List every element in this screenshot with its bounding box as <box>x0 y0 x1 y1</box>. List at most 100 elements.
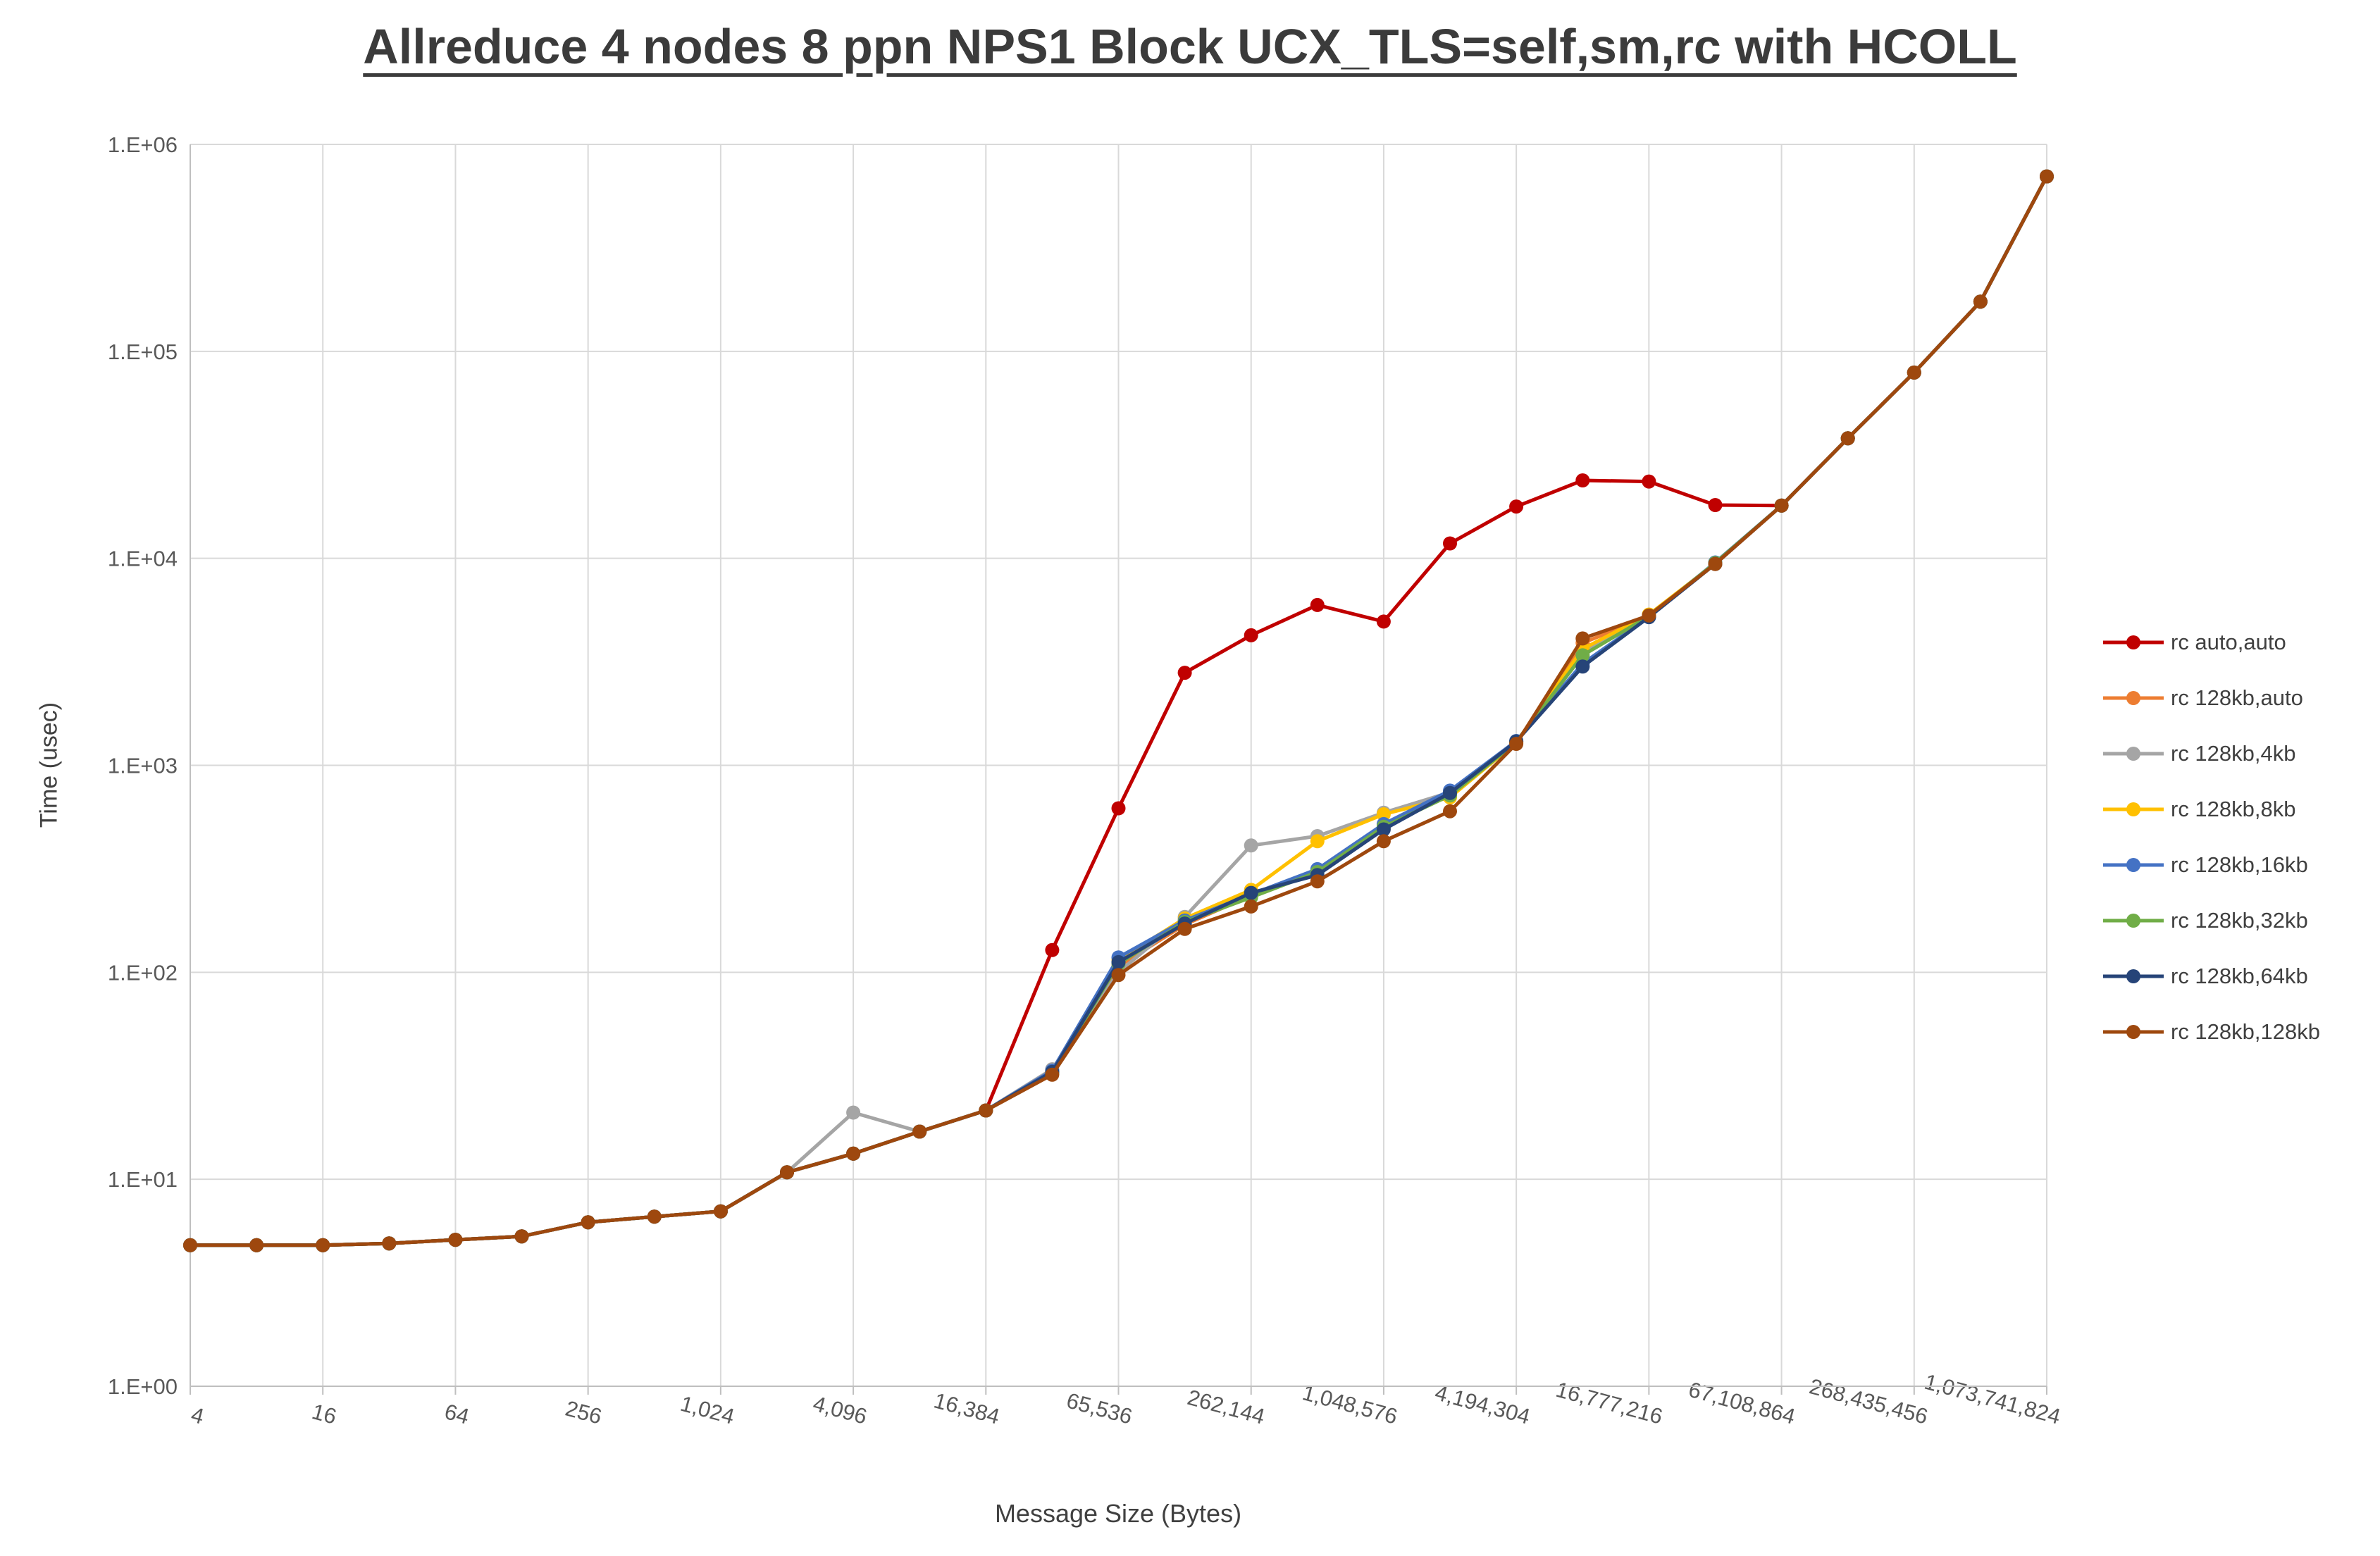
legend-dot <box>2126 858 2140 872</box>
legend-marker-icon <box>2103 914 2164 928</box>
data-point-marker <box>316 1238 330 1252</box>
data-point-marker <box>448 1233 463 1247</box>
x-tick-label: 1,024 <box>678 1391 737 1429</box>
legend-item-rc-128kb-64kb: rc 128kb,64kb <box>2103 964 2320 988</box>
data-point-marker <box>1840 431 1855 446</box>
chart-title: Allreduce 4 nodes 8 ppn NPS1 Block UCX_T… <box>0 18 2380 75</box>
data-point-marker <box>382 1236 397 1251</box>
y-axis-title: Time (usec) <box>35 702 63 828</box>
data-point-marker <box>1509 499 1524 514</box>
legend-item-rc-128kb-4kb: rc 128kb,4kb <box>2103 741 2320 766</box>
y-tick-label: 1.E+01 <box>108 1167 178 1192</box>
x-tick-label: 65,536 <box>1064 1388 1135 1429</box>
data-point-marker <box>1376 614 1391 629</box>
legend-label: rc 128kb,64kb <box>2171 964 2308 988</box>
data-point-marker <box>846 1105 861 1120</box>
data-point-marker <box>846 1146 861 1161</box>
data-point-marker <box>713 1204 728 1219</box>
data-point-marker <box>1575 648 1590 663</box>
legend-dot <box>2126 914 2140 928</box>
legend: rc auto,auto rc 128kb,auto rc 128kb,4kb rc … <box>2103 630 2320 1044</box>
data-point-marker <box>1642 608 1656 623</box>
legend-label: rc 128kb,32kb <box>2171 908 2308 933</box>
legend-item-rc-128kb-8kb: rc 128kb,8kb <box>2103 797 2320 821</box>
legend-marker-icon <box>2103 691 2164 705</box>
data-point-marker <box>1244 885 1258 900</box>
data-point-marker <box>1177 666 1192 680</box>
data-point-marker <box>1509 737 1524 751</box>
legend-item-rc-128kb-128kb: rc 128kb,128kb <box>2103 1019 2320 1044</box>
data-point-marker <box>1907 365 1921 380</box>
data-point-marker <box>1708 556 1723 571</box>
legend-label: rc 128kb,4kb <box>2171 741 2296 766</box>
data-point-marker <box>514 1229 529 1244</box>
legend-marker-icon <box>2103 635 2164 649</box>
legend-item-rc-128kb-32kb: rc 128kb,32kb <box>2103 908 2320 933</box>
x-tick-label: 1,073,741,824 <box>1922 1369 2064 1429</box>
data-point-marker <box>1244 899 1258 914</box>
data-point-marker <box>1575 659 1590 674</box>
data-point-marker <box>1111 968 1126 983</box>
x-tick-label: 1,048,576 <box>1300 1380 1400 1429</box>
legend-dot <box>2126 802 2140 816</box>
legend-label: rc 128kb,16kb <box>2171 852 2308 877</box>
data-point-marker <box>1575 473 1590 487</box>
legend-marker-icon <box>2103 747 2164 761</box>
data-point-marker <box>1310 597 1325 612</box>
x-tick-label: 256 <box>563 1396 605 1429</box>
x-tick-label: 268,435,456 <box>1806 1374 1930 1429</box>
y-tick-label: 1.E+04 <box>108 547 178 571</box>
data-point-marker <box>1045 1067 1060 1082</box>
data-point-marker <box>1376 807 1391 821</box>
data-point-marker <box>1575 631 1590 646</box>
data-point-marker <box>979 1103 993 1118</box>
legend-dot <box>2126 969 2140 983</box>
data-point-marker <box>1774 498 1789 513</box>
data-point-marker <box>2040 169 2054 184</box>
legend-label: rc 128kb,8kb <box>2171 797 2296 821</box>
x-tick-label: 4,194,304 <box>1432 1380 1532 1429</box>
legend-item-rc-auto-auto: rc auto,auto <box>2103 630 2320 654</box>
data-point-marker <box>1045 942 1060 957</box>
x-tick-label: 64 <box>442 1399 471 1429</box>
data-point-marker <box>1443 804 1457 819</box>
legend-item-rc-128kb-16kb: rc 128kb,16kb <box>2103 852 2320 877</box>
data-point-marker <box>183 1238 197 1252</box>
legend-dot <box>2126 747 2140 761</box>
chart-title-text: Allreduce 4 nodes 8 ppn NPS1 Block UCX_T… <box>363 19 2017 74</box>
y-tick-label: 1.E+02 <box>108 960 178 985</box>
data-point-marker <box>647 1209 662 1224</box>
legend-label: rc 128kb,128kb <box>2171 1019 2320 1044</box>
legend-label: rc auto,auto <box>2171 630 2286 654</box>
data-point-marker <box>912 1124 927 1139</box>
data-point-marker <box>1973 294 1988 309</box>
data-point-marker <box>1376 822 1391 837</box>
y-tick-label: 1.E+03 <box>108 754 178 778</box>
data-point-marker <box>1111 801 1126 816</box>
legend-marker-icon <box>2103 858 2164 872</box>
data-point-marker <box>581 1215 595 1230</box>
legend-marker-icon <box>2103 969 2164 983</box>
data-point-marker <box>249 1238 264 1252</box>
data-point-marker <box>780 1165 794 1180</box>
x-tick-label: 4,096 <box>810 1391 869 1429</box>
x-axis-title: Message Size (Bytes) <box>994 1499 1242 1528</box>
legend-label: rc 128kb,auto <box>2171 685 2303 710</box>
y-tick-label: 1.E+06 <box>108 132 178 157</box>
y-tick-label: 1.E+05 <box>108 340 178 364</box>
data-point-marker <box>1310 874 1325 889</box>
legend-item-rc-128kb-auto: rc 128kb,auto <box>2103 685 2320 710</box>
x-tick-label: 16,384 <box>931 1388 1003 1429</box>
data-point-marker <box>1244 628 1258 642</box>
data-point-marker <box>1177 921 1192 936</box>
data-point-marker <box>1642 474 1656 489</box>
legend-dot <box>2126 1025 2140 1039</box>
legend-dot <box>2126 635 2140 649</box>
y-tick-label: 1.E+00 <box>108 1374 178 1399</box>
x-tick-label: 262,144 <box>1185 1385 1268 1429</box>
legend-marker-icon <box>2103 1025 2164 1039</box>
x-tick-label: 16 <box>309 1399 339 1429</box>
data-point-marker <box>1708 498 1723 512</box>
